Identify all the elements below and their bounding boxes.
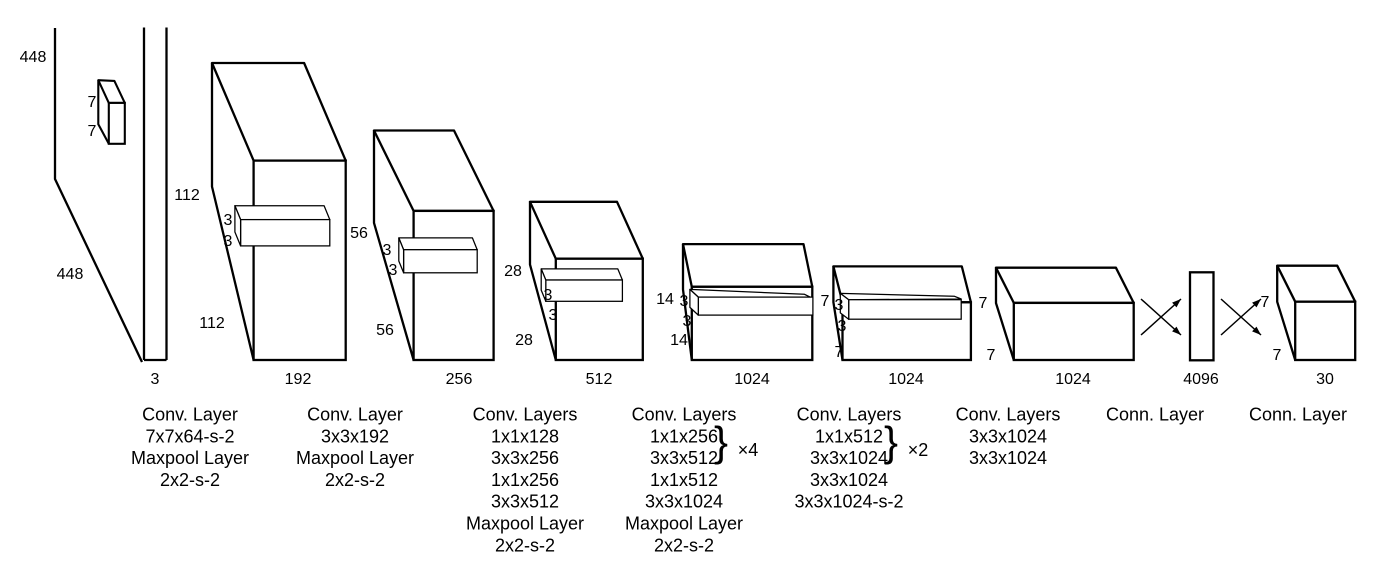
svg-text:3: 3 [544, 287, 553, 304]
svg-text:7: 7 [979, 295, 988, 312]
svg-text:Conn. Layer: Conn. Layer [1249, 405, 1347, 425]
svg-text:Maxpool Layer: Maxpool Layer [466, 514, 584, 534]
svg-text:Conv. Layer: Conv. Layer [142, 405, 238, 425]
svg-text:4096: 4096 [1183, 371, 1219, 388]
svg-text:28: 28 [504, 263, 522, 280]
svg-text:3: 3 [383, 242, 392, 259]
svg-text:3: 3 [549, 307, 558, 324]
svg-text:3: 3 [389, 262, 398, 279]
svg-text:3x3x192: 3x3x192 [321, 426, 389, 446]
svg-text:Conv. Layer: Conv. Layer [307, 405, 403, 425]
svg-text:512: 512 [586, 371, 613, 388]
svg-text:1x1x256: 1x1x256 [650, 426, 718, 446]
svg-text:×4: ×4 [738, 440, 759, 460]
svg-text:192: 192 [285, 371, 312, 388]
svg-text:2x2-s-2: 2x2-s-2 [495, 535, 555, 555]
svg-text:×2: ×2 [908, 440, 929, 460]
svg-text:1024: 1024 [888, 371, 924, 388]
svg-text:3x3x512: 3x3x512 [650, 448, 718, 468]
svg-text:7: 7 [1273, 347, 1282, 364]
svg-text:}: } [714, 418, 728, 465]
svg-text:Maxpool Layer: Maxpool Layer [296, 448, 414, 468]
svg-text:1x1x512: 1x1x512 [650, 470, 718, 490]
svg-text:3x3x1024-s-2: 3x3x1024-s-2 [794, 492, 903, 512]
svg-text:3: 3 [683, 313, 692, 330]
svg-text:56: 56 [350, 225, 368, 242]
svg-text:3x3x1024: 3x3x1024 [645, 492, 723, 512]
svg-text:56: 56 [376, 322, 394, 339]
svg-text:3x3x1024: 3x3x1024 [969, 426, 1047, 446]
svg-text:Conn. Layer: Conn. Layer [1106, 405, 1204, 425]
svg-text:Conv. Layers: Conv. Layers [956, 405, 1061, 425]
svg-text:3x3x1024: 3x3x1024 [810, 470, 888, 490]
svg-text:3x3x1024: 3x3x1024 [969, 448, 1047, 468]
svg-text:7: 7 [1261, 294, 1270, 311]
svg-text:448: 448 [57, 266, 84, 283]
svg-text:3: 3 [835, 297, 844, 314]
svg-text:7: 7 [88, 94, 97, 111]
svg-text:112: 112 [199, 315, 225, 332]
svg-text:1x1x128: 1x1x128 [491, 426, 559, 446]
svg-text:2x2-s-2: 2x2-s-2 [325, 470, 385, 490]
svg-text:2x2-s-2: 2x2-s-2 [654, 535, 714, 555]
svg-text:1x1x256: 1x1x256 [491, 470, 559, 490]
svg-text:7: 7 [835, 344, 844, 361]
svg-text:28: 28 [515, 332, 533, 349]
svg-text:3x3x1024: 3x3x1024 [810, 448, 888, 468]
svg-text:112: 112 [174, 187, 200, 204]
svg-text:Maxpool Layer: Maxpool Layer [131, 448, 249, 468]
svg-text:3x3x512: 3x3x512 [491, 492, 559, 512]
svg-text:30: 30 [1316, 371, 1334, 388]
svg-text:3: 3 [838, 318, 847, 335]
svg-text:}: } [884, 418, 898, 465]
svg-text:1024: 1024 [734, 371, 770, 388]
svg-text:1x1x512: 1x1x512 [815, 426, 883, 446]
svg-text:256: 256 [446, 371, 473, 388]
svg-text:7x7x64-s-2: 7x7x64-s-2 [145, 426, 234, 446]
svg-text:14: 14 [670, 332, 688, 349]
svg-text:3: 3 [151, 371, 160, 388]
svg-text:Conv. Layers: Conv. Layers [473, 405, 578, 425]
svg-text:448: 448 [20, 49, 47, 66]
svg-text:3: 3 [224, 233, 233, 250]
svg-text:7: 7 [88, 123, 97, 140]
svg-text:7: 7 [821, 293, 830, 310]
svg-text:7: 7 [987, 347, 996, 364]
svg-text:3x3x256: 3x3x256 [491, 448, 559, 468]
svg-text:3: 3 [680, 293, 689, 310]
svg-text:2x2-s-2: 2x2-s-2 [160, 470, 220, 490]
svg-text:1024: 1024 [1055, 371, 1091, 388]
svg-text:3: 3 [224, 212, 233, 229]
svg-text:14: 14 [656, 291, 674, 308]
svg-text:Maxpool Layer: Maxpool Layer [625, 514, 743, 534]
